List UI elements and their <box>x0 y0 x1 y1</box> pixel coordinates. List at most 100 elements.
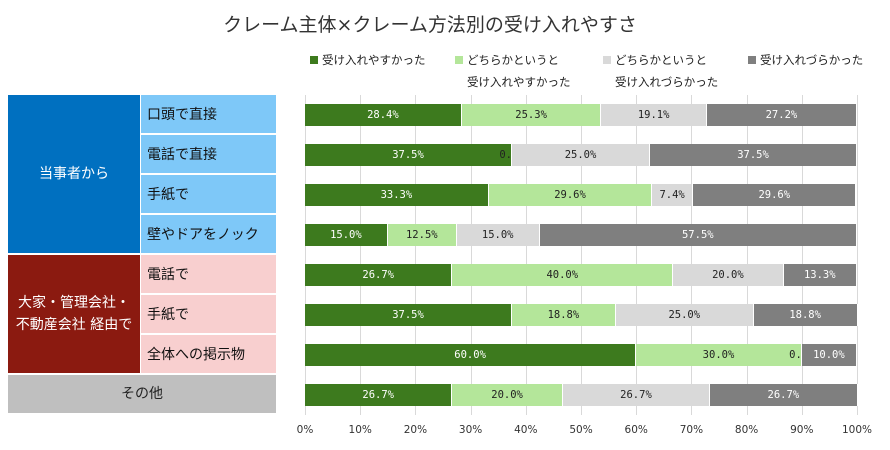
legend-swatch <box>455 56 463 64</box>
data-label: 33.3% <box>380 189 413 201</box>
bar-segment: 13.3% <box>783 264 857 286</box>
data-label: 25.0% <box>668 309 701 321</box>
x-tick-label: 80% <box>734 424 759 436</box>
category-label: 手紙で <box>141 295 276 334</box>
data-label: 12.5% <box>405 229 438 241</box>
category-label: 電話で直接 <box>141 135 276 174</box>
group-label-line: その他 <box>121 386 163 402</box>
legend-label: どちらかというと <box>467 53 559 67</box>
legend-swatch <box>310 56 318 64</box>
x-tick-label: 70% <box>679 424 704 436</box>
bar-segment: 18.8% <box>512 304 616 326</box>
bar-segment: 57.5% <box>539 224 857 246</box>
bar-segment: 26.7% <box>305 384 453 406</box>
bar-segment: 29.6% <box>488 184 653 206</box>
gridline <box>636 95 638 415</box>
data-label: 26.7% <box>767 389 800 401</box>
data-label: 37.5% <box>392 149 424 161</box>
gridline <box>801 95 803 415</box>
data-label: 29.6% <box>554 189 586 201</box>
x-tick-label: 50% <box>569 424 593 436</box>
data-label: 60.0% <box>454 349 486 361</box>
data-label: 15.0% <box>481 229 514 241</box>
bar-segment: 37.5% <box>650 144 857 166</box>
data-label: 26.7% <box>620 389 652 401</box>
bar-segment: 40.0% <box>452 264 674 286</box>
data-label: 7.4% <box>659 189 685 201</box>
x-tick-label: 60% <box>624 424 648 436</box>
x-tick-label: 20% <box>403 424 428 436</box>
gridline <box>857 95 858 415</box>
data-label: 27.2% <box>765 109 798 121</box>
gridline <box>415 95 417 415</box>
bar-segment: 25.3% <box>461 104 602 126</box>
data-label: 40.0% <box>546 269 579 281</box>
bar-segment: 25.0% <box>615 304 754 326</box>
data-label: 13.3% <box>803 269 836 281</box>
gridline <box>691 95 693 415</box>
data-label: 25.0% <box>564 149 597 161</box>
bar-segment: 26.7% <box>305 264 453 286</box>
chart-title: クレーム主体×クレーム方法別の受け入れやすさ <box>223 14 637 36</box>
bar-segment: 12.5% <box>387 224 457 246</box>
bar-segment: 7.4% <box>652 184 694 206</box>
gridline <box>581 95 582 415</box>
data-label: 19.1% <box>637 109 670 121</box>
data-label: 20.0% <box>712 269 744 281</box>
data-label: 20.0% <box>491 389 523 401</box>
x-tick-label: 10% <box>348 424 372 436</box>
bar-segment: 30.0% <box>636 344 802 366</box>
data-label: 15.0% <box>330 229 362 241</box>
category-label: 電話で <box>141 255 276 294</box>
data-label: 30.0% <box>702 349 735 361</box>
gridline <box>360 95 362 415</box>
bar-segment: 33.3% <box>305 184 489 206</box>
category-label: 全体への掲示物 <box>141 335 276 374</box>
bar-segment: 25.0% <box>512 144 650 166</box>
data-label: 10.0% <box>813 349 845 361</box>
bar-segment: 37.5% <box>305 144 512 166</box>
bar-segment: 26.7% <box>562 384 711 406</box>
data-label: 26.7% <box>362 389 394 401</box>
group-label: 大家・管理会社・ 不動産会社 経由で <box>8 255 140 373</box>
bar-segment: 26.7% <box>710 384 858 406</box>
data-label: 18.8% <box>547 309 580 321</box>
data-label: 18.8% <box>789 309 821 321</box>
bar-segment: 20.0% <box>673 264 784 286</box>
legend-label: 受け入れづらかった <box>760 53 864 67</box>
group-label-line: 大家・管理会社・ <box>18 295 130 311</box>
data-label: 37.5% <box>392 309 424 321</box>
gridline <box>525 95 527 415</box>
bar-segment: 15.0% <box>305 224 388 246</box>
group-label: その他 <box>8 375 276 413</box>
data-label: 37.5% <box>737 149 769 161</box>
bar-segment: 19.1% <box>601 104 707 126</box>
x-tick-label: 40% <box>514 424 538 436</box>
bar-segment: 28.4% <box>305 104 462 126</box>
gridline <box>746 95 748 415</box>
x-tick-label: 30% <box>458 424 483 436</box>
category-label: 口頭で直接 <box>141 95 276 134</box>
bar-segment: 27.2% <box>706 104 857 126</box>
category-label: 壁やドアをノック <box>141 215 276 254</box>
group-label-line: 当事者から <box>39 166 109 182</box>
legend-label: 受け入れづらかった <box>615 75 719 89</box>
legend-label: 受け入れやすかった <box>467 75 571 89</box>
legend-swatch <box>748 56 756 64</box>
x-tick-label: 100% <box>841 424 873 436</box>
bar-segment: 10.0% <box>801 344 857 366</box>
legend-swatch <box>603 56 611 64</box>
legend-label: 受け入れやすかった <box>322 53 426 67</box>
x-tick-label: 0% <box>296 424 314 436</box>
data-label: 29.6% <box>758 189 791 201</box>
group-label: 当事者から <box>8 95 140 253</box>
bar-segment: 60.0% <box>305 344 637 366</box>
bar-segment: 15.0% <box>456 224 540 246</box>
data-label: 26.7% <box>362 269 394 281</box>
data-label: 57.5% <box>681 229 714 241</box>
group-label-line: 不動産会社 経由で <box>15 317 133 333</box>
category-label: 手紙で <box>141 175 276 214</box>
data-label: 28.4% <box>367 109 399 121</box>
bar-segment: 37.5% <box>305 304 512 326</box>
gridline <box>305 95 306 415</box>
